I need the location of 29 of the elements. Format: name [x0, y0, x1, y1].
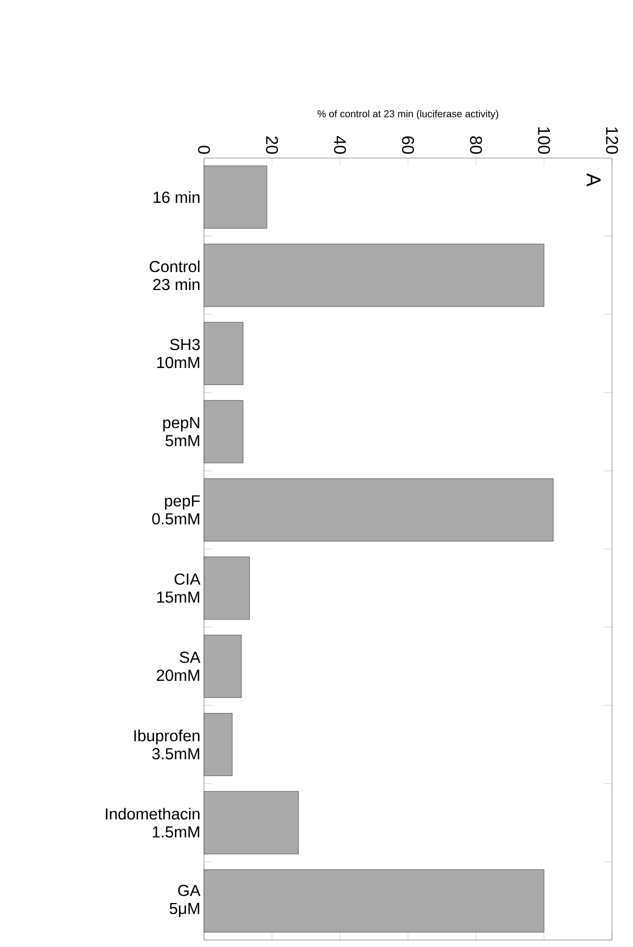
x-tick-label: 20 [266, 136, 278, 154]
annotation: A [586, 173, 601, 187]
x-tick-label: 120 [606, 127, 618, 154]
x-axis-title: % of control at 23 min (luciferase activity) [318, 110, 498, 120]
y-tick-label: Ibuprofen 3.5mM [134, 730, 200, 760]
bar [204, 634, 242, 698]
x-tick-label: 0 [198, 146, 210, 154]
bar [204, 400, 244, 464]
y-tick-label: 16 min [154, 191, 200, 203]
bar [204, 556, 250, 620]
bar [204, 869, 544, 932]
bar [204, 166, 268, 229]
bar [204, 322, 244, 385]
y-tick-label: CIA 15mM [157, 573, 200, 603]
x-tick-label: 80 [470, 136, 482, 154]
bar [204, 791, 299, 854]
bar [204, 478, 554, 542]
y-tick-label: SA 20mM [156, 652, 200, 681]
y-tick-label: pepN 5mM [163, 417, 200, 446]
y-tick-label: Indomethacin 1.5mM [106, 808, 200, 838]
y-tick-label: SH3 10mM [157, 338, 200, 368]
bar [204, 244, 544, 307]
x-tick-label: 60 [402, 136, 414, 154]
bar [204, 713, 232, 776]
x-tick-label: 40 [334, 136, 346, 154]
y-tick-label: Control 23 min [150, 260, 200, 290]
y-tick-label: pepF 0.5mM [152, 495, 200, 524]
x-tick-label: 100 [538, 127, 550, 154]
y-tick-label: GA 5μM [170, 884, 200, 918]
